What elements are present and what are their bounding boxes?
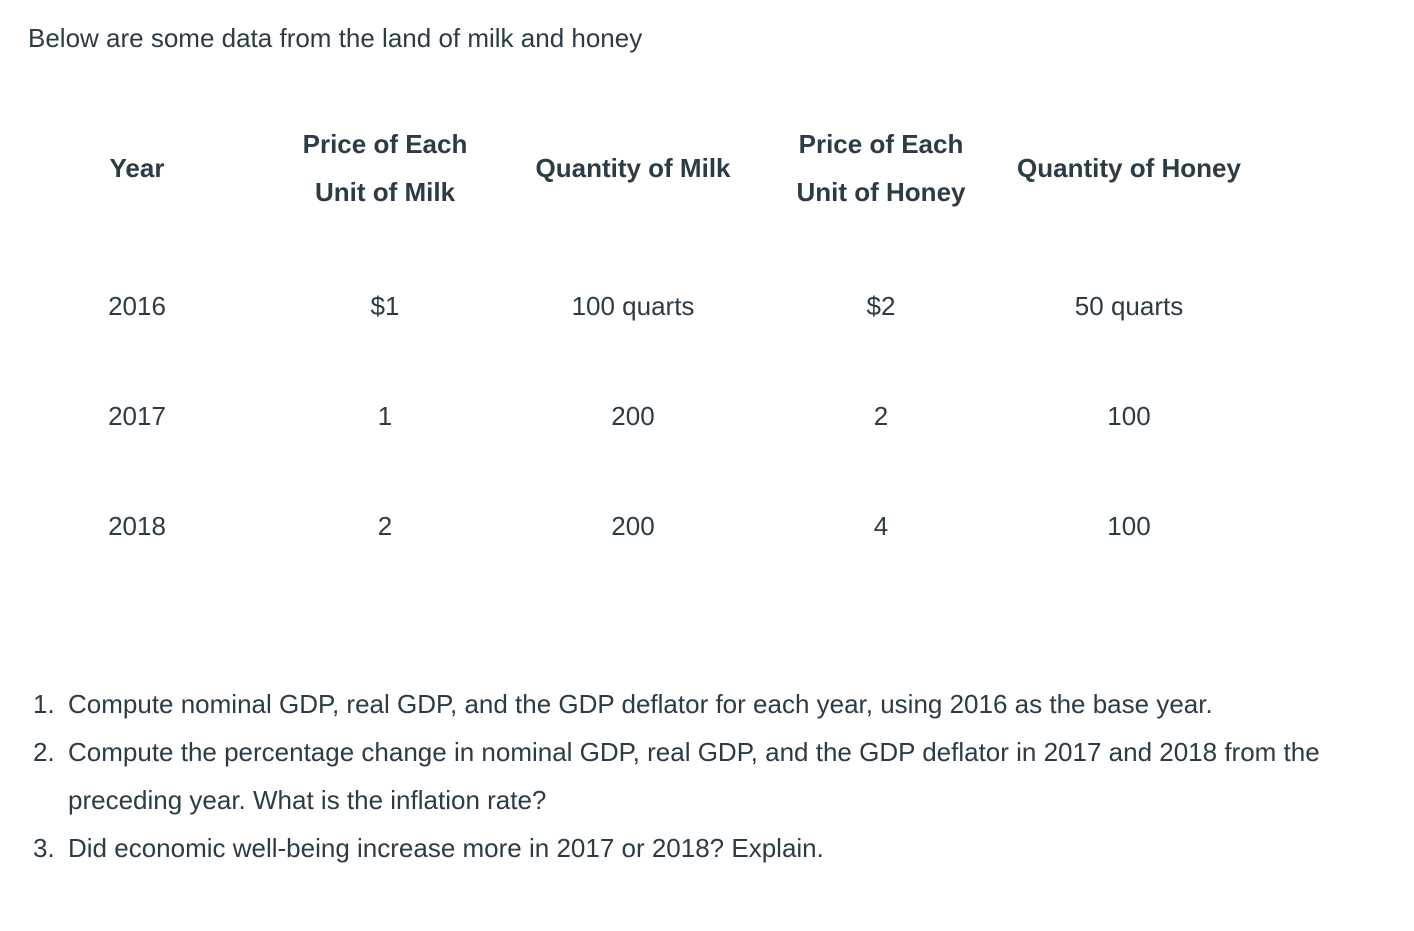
cell-year: 2018 (108, 511, 166, 541)
cell-price-milk: 2 (377, 511, 393, 541)
question-item-2: 2. Compute the percentage change in nomi… (33, 728, 1414, 824)
table-row-2018: 2018 2 200 4 100 (13, 471, 1253, 581)
table-header-row: Year Price of Each Unit of Milk Quantity… (13, 120, 1253, 216)
question-item-1: 1. Compute nominal GDP, real GDP, and th… (33, 680, 1414, 728)
header-price-milk: Price of Each Unit of Milk (302, 129, 468, 207)
cell-quantity-honey: 50 quarts (1074, 291, 1184, 321)
question-list: 1. Compute nominal GDP, real GDP, and th… (0, 680, 1414, 872)
header-year: Year (109, 153, 165, 183)
cell-year: 2016 (108, 291, 166, 321)
cell-quantity-milk: 200 (611, 401, 655, 431)
cell-price-honey: 4 (873, 511, 889, 541)
cell-price-milk: 1 (377, 401, 393, 431)
cell-year: 2017 (108, 401, 166, 431)
table-row-2016: 2016 $1 100 quarts $2 50 quarts (13, 251, 1253, 361)
question-text: Compute the percentage change in nominal… (68, 737, 1320, 815)
cell-price-milk: $1 (370, 291, 400, 321)
question-text: Compute nominal GDP, real GDP, and the G… (68, 689, 1213, 719)
question-number: 1. (33, 689, 55, 719)
question-number: 2. (33, 737, 55, 767)
page-title: Below are some data from the land of mil… (28, 23, 643, 53)
header-quantity-honey: Quantity of Honey (1017, 153, 1241, 183)
question-number: 3. (33, 833, 55, 863)
cell-price-honey: 2 (873, 401, 889, 431)
question-item-3: 3. Did economic well-being increase more… (33, 824, 1414, 872)
cell-quantity-milk: 200 (611, 511, 655, 541)
cell-quantity-milk: 100 quarts (571, 291, 695, 321)
header-quantity-milk: Quantity of Milk (535, 153, 731, 183)
table-row-2017: 2017 1 200 2 100 (13, 361, 1253, 471)
cell-price-honey: $2 (866, 291, 896, 321)
header-price-honey: Price of Each Unit of Honey (796, 129, 966, 207)
table-header-gap (13, 216, 1253, 251)
cell-quantity-honey: 100 (1107, 511, 1151, 541)
milk-honey-data-table: Year Price of Each Unit of Milk Quantity… (13, 120, 1253, 581)
question-text: Did economic well-being increase more in… (68, 833, 824, 863)
cell-quantity-honey: 100 (1107, 401, 1151, 431)
